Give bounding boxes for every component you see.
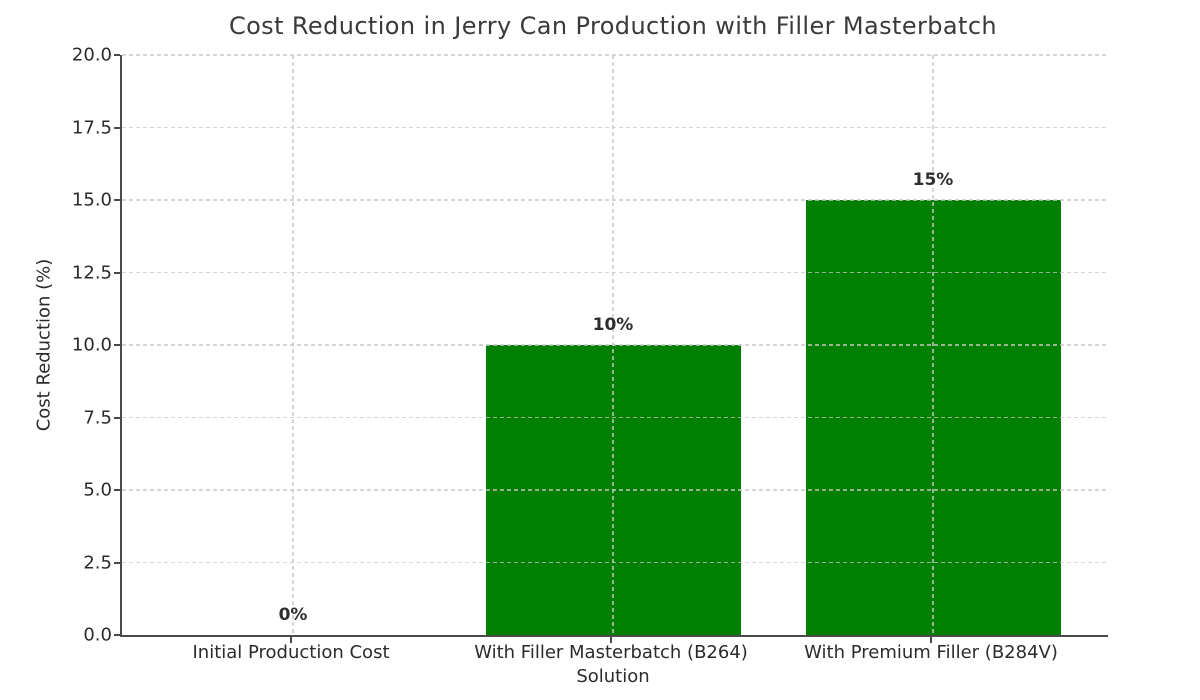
x-tick-label: With Filler Masterbatch (B264): [474, 642, 748, 663]
y-tick-label: 7.5: [83, 407, 112, 428]
x-tick-mark: [930, 637, 932, 643]
y-tick-mark: [114, 561, 120, 564]
h-gridline: [122, 344, 1108, 346]
h-gridline: [122, 199, 1108, 201]
y-tick-mark: [114, 634, 120, 636]
x-tick-mark: [290, 637, 292, 643]
y-axis-label: Cost Reduction (%): [33, 258, 55, 432]
y-tick-label: 20.0: [71, 44, 112, 66]
h-gridline: [122, 561, 1108, 564]
y-tick-mark: [114, 126, 120, 129]
y-tick-label: 2.5: [83, 552, 112, 573]
h-gridline: [122, 271, 1108, 274]
x-axis-label: Solution: [576, 666, 650, 687]
v-gridline: [292, 55, 294, 635]
h-gridline: [122, 54, 1108, 56]
x-tick-label: Initial Production Cost: [192, 642, 390, 663]
h-gridline: [122, 489, 1108, 491]
v-gridline: [612, 55, 614, 635]
v-gridline: [932, 55, 934, 635]
bar-value-label: 0%: [278, 605, 308, 625]
h-gridline: [122, 126, 1108, 129]
y-tick-label: 12.5: [71, 262, 112, 283]
h-gridline: [122, 416, 1108, 419]
y-tick-mark: [114, 489, 120, 491]
y-tick-label: 15.0: [71, 189, 112, 211]
chart-title: Cost Reduction in Jerry Can Production w…: [228, 12, 998, 40]
y-tick-label: 17.5: [71, 117, 112, 138]
y-tick-mark: [114, 344, 120, 346]
y-tick-label: 10.0: [71, 334, 112, 356]
x-tick-label: With Premium Filler (B284V): [804, 642, 1058, 663]
plot-area: 0% 10% 15%: [120, 54, 1108, 637]
y-tick-label: 5.0: [83, 479, 112, 501]
bar-value-label: 15%: [912, 170, 954, 190]
y-tick-mark: [114, 199, 120, 201]
x-tick-mark: [610, 637, 612, 643]
bar-value-label: 10%: [592, 315, 634, 335]
y-tick-mark: [114, 54, 120, 56]
y-tick-mark: [114, 416, 120, 419]
y-tick-mark: [114, 271, 120, 274]
y-tick-label: 0.0: [83, 624, 112, 646]
